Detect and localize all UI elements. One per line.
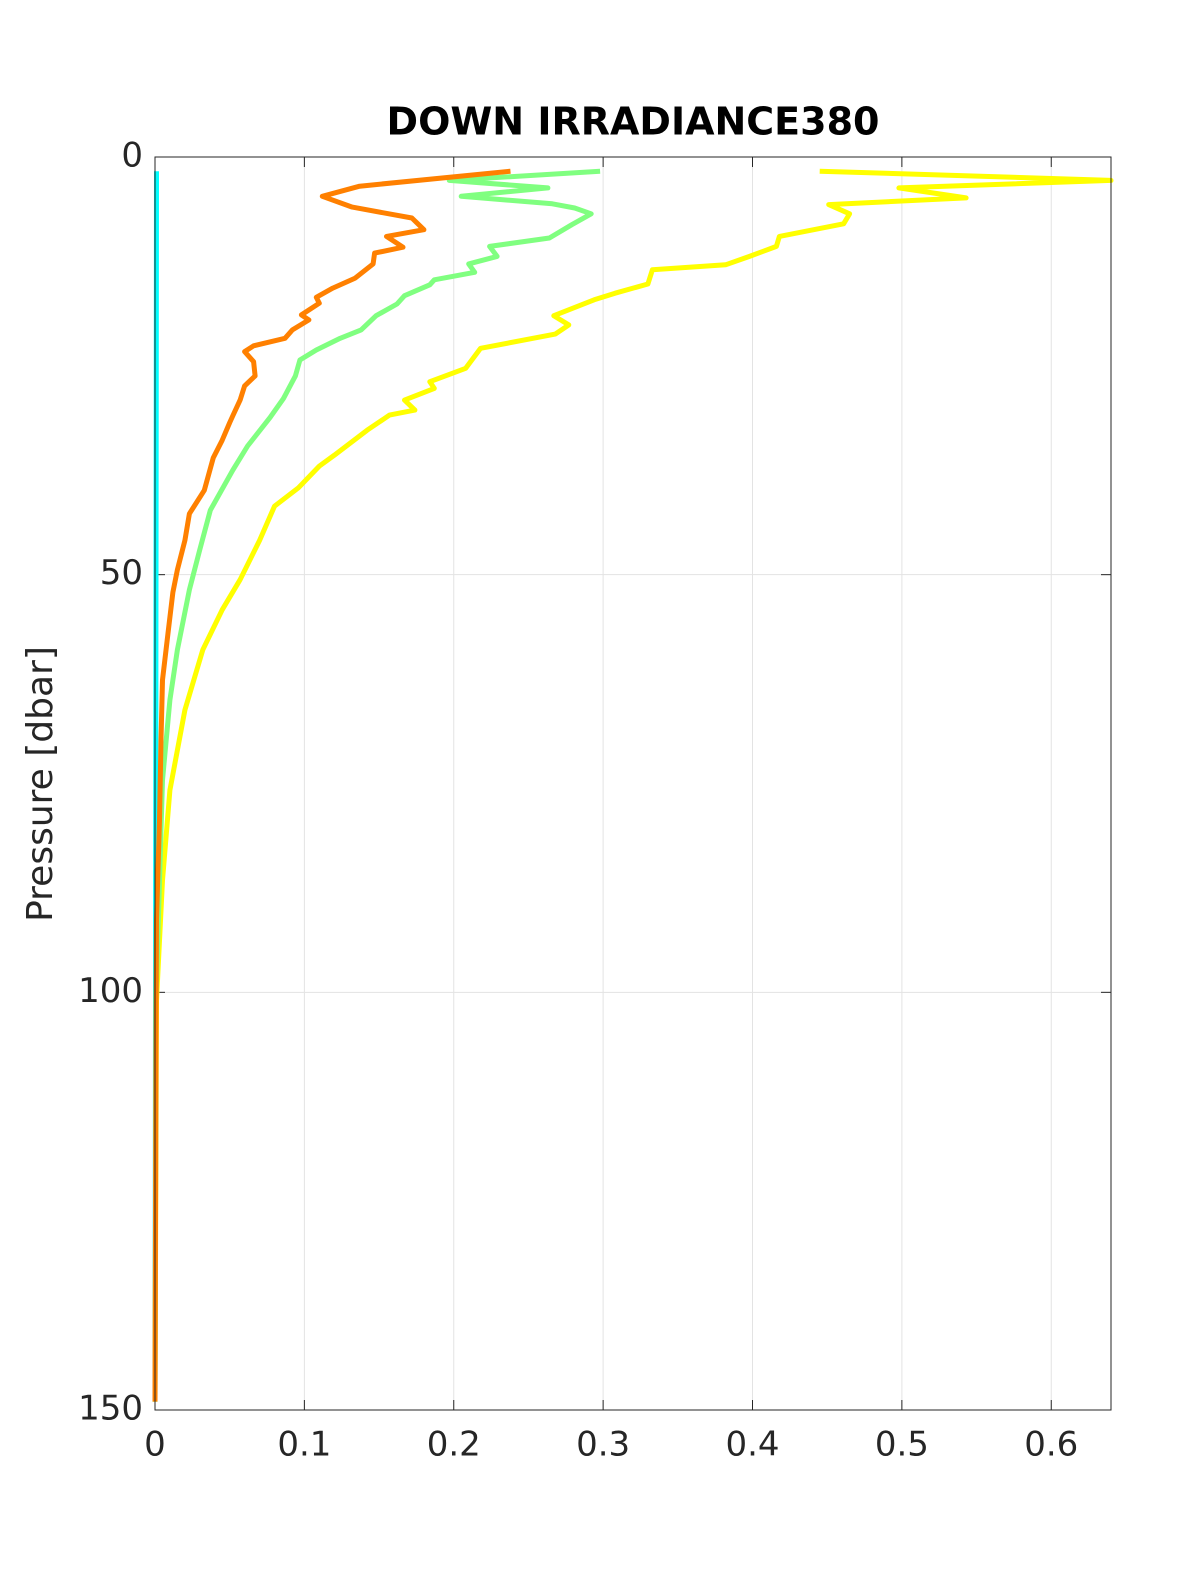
x-tick-label: 0.6 bbox=[1024, 1425, 1078, 1465]
x-tick-label: 0.1 bbox=[277, 1425, 331, 1465]
y-tick-label: 100 bbox=[78, 971, 143, 1011]
x-tick-label: 0.4 bbox=[725, 1425, 779, 1465]
y-axis-label: Pressure [dbar] bbox=[20, 646, 61, 922]
y-tick-label: 150 bbox=[78, 1389, 143, 1429]
series-line bbox=[152, 168, 1114, 1402]
x-tick-label: 0.3 bbox=[576, 1425, 630, 1465]
series-line bbox=[152, 168, 511, 1402]
x-tick-label: 0 bbox=[144, 1425, 166, 1465]
y-tick-label: 0 bbox=[121, 136, 143, 176]
series-line bbox=[152, 168, 601, 1402]
x-tick-label: 0.2 bbox=[427, 1425, 481, 1465]
plot-frame bbox=[154, 156, 1112, 1411]
chart-title: DOWN IRRADIANCE380 bbox=[387, 100, 880, 144]
y-tick-label: 50 bbox=[100, 553, 143, 593]
x-tick-label: 0.5 bbox=[875, 1425, 929, 1465]
